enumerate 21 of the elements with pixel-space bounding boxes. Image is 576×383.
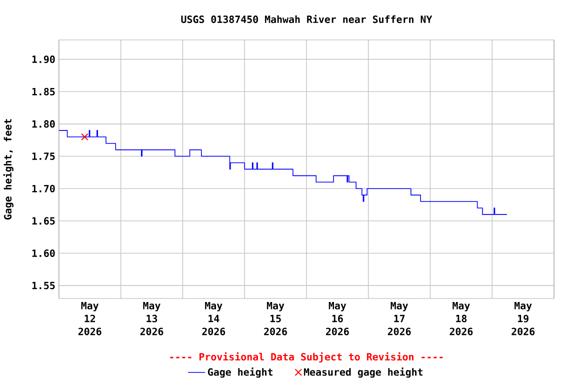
x-tick-label: May 13 2026 [140,302,164,336]
x-tick-label: May 19 2026 [512,302,535,336]
legend-label: Measured gage height [304,367,423,378]
y-tick-label: 1.70 [32,184,55,192]
x-tick-label: May 15 2026 [264,302,287,336]
legend-label: Gage height [208,367,272,378]
text: ---- Provisional Data Subject to Revision ---- [170,352,443,362]
y-tick-label: 1.90 [32,55,55,63]
x-tick-label: May 17 2026 [388,302,411,336]
x-tick-label: May 14 2026 [202,302,226,336]
y-axis-title: Gage height, feet [3,118,14,220]
chart-title: USGS 01387450 Mahwah River near Suffern NY [181,14,432,23]
y-tick-label: 1.75 [32,152,55,160]
x-tick-label: May 12 2026 [78,302,102,336]
x-tick-label: May 18 2026 [450,302,473,336]
y-tick-label: 1.65 [32,216,55,225]
y-tick-label: 1.55 [32,282,55,290]
y-tick-label: 1.80 [32,120,55,128]
y-tick-label: 1.85 [32,88,55,96]
y-tick-label: 1.60 [32,249,55,257]
x-tick-label: May 16 2026 [326,302,349,336]
